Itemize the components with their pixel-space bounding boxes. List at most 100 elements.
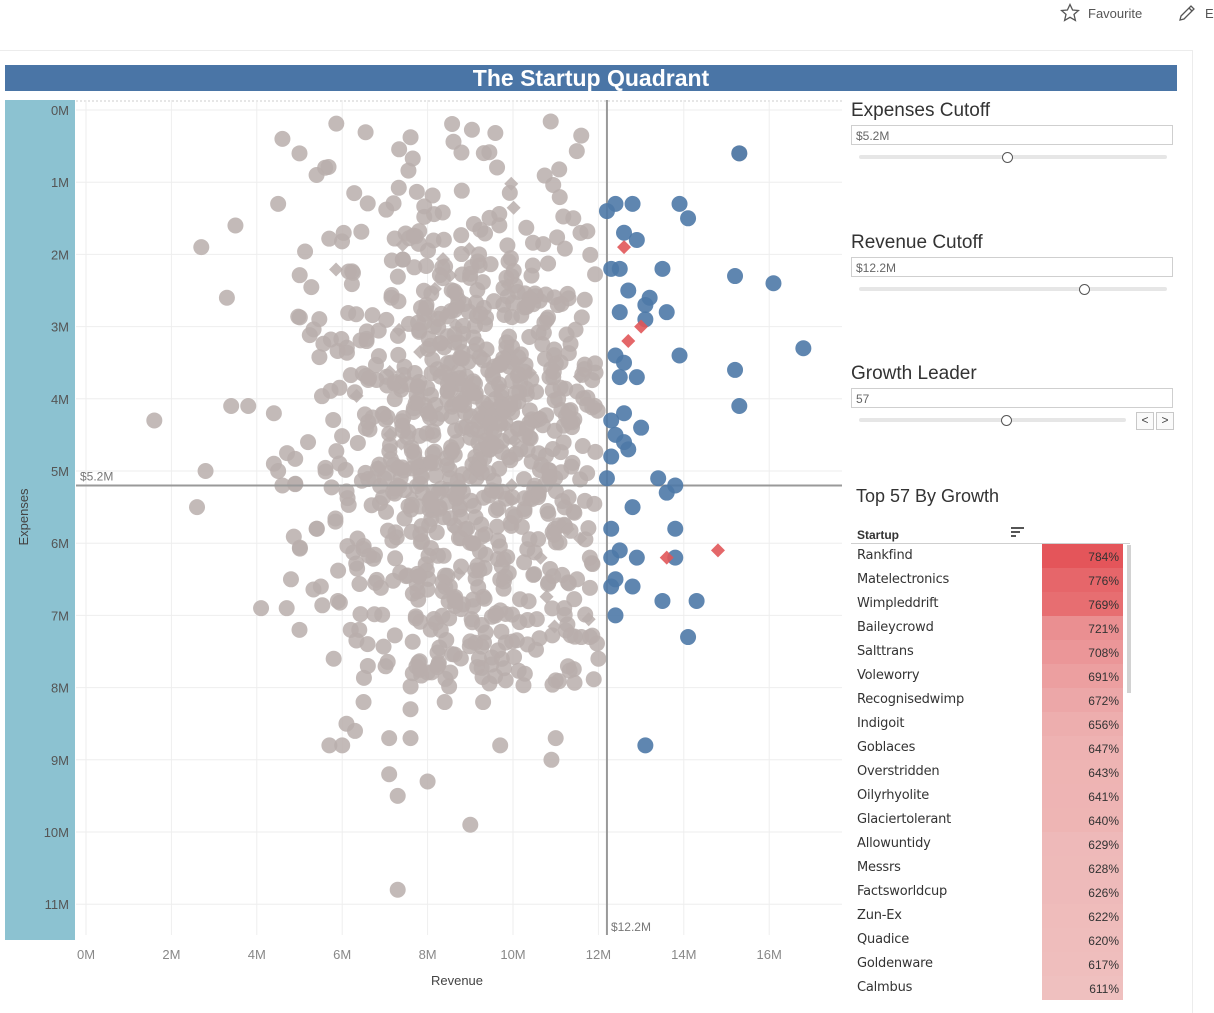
gray-data-point[interactable] — [282, 571, 299, 588]
gray-data-point[interactable] — [481, 675, 498, 692]
gray-data-point[interactable] — [361, 369, 378, 386]
gray-data-point[interactable] — [315, 335, 332, 352]
gray-data-point[interactable] — [312, 578, 329, 595]
gray-data-point[interactable] — [580, 520, 597, 537]
gray-data-point[interactable] — [424, 187, 441, 204]
gray-data-point[interactable] — [291, 145, 308, 162]
gray-data-point[interactable] — [451, 334, 468, 351]
gray-data-point[interactable] — [492, 602, 509, 619]
gray-data-point[interactable] — [421, 517, 438, 534]
blue-data-point[interactable] — [765, 275, 782, 292]
blue-data-point[interactable] — [598, 203, 615, 220]
gray-data-point[interactable] — [331, 379, 348, 396]
gray-data-point[interactable] — [436, 339, 453, 356]
gray-data-point[interactable] — [493, 558, 510, 575]
gray-data-point[interactable] — [579, 396, 596, 413]
gray-data-point[interactable] — [516, 503, 533, 520]
gray-data-point[interactable] — [402, 501, 419, 518]
gray-data-point[interactable] — [560, 290, 577, 307]
gray-data-point[interactable] — [469, 557, 486, 574]
gray-data-point[interactable] — [540, 574, 557, 591]
gray-data-point[interactable] — [453, 182, 470, 199]
gray-data-point[interactable] — [395, 409, 412, 426]
gray-data-point[interactable] — [519, 611, 536, 628]
gray-data-point[interactable] — [574, 437, 591, 454]
gray-data-point[interactable] — [340, 496, 357, 513]
table-row[interactable]: Quadice 620% — [851, 928, 1131, 952]
gray-data-point[interactable] — [427, 467, 444, 484]
red-data-point[interactable] — [659, 550, 674, 565]
gray-data-point[interactable] — [386, 627, 403, 644]
gray-data-point[interactable] — [223, 398, 240, 415]
gray-data-point[interactable] — [545, 363, 562, 380]
gray-data-point[interactable] — [371, 460, 386, 475]
gray-data-point[interactable] — [334, 737, 351, 754]
gray-data-point[interactable] — [508, 632, 525, 649]
gray-data-point[interactable] — [509, 420, 526, 437]
gray-data-point[interactable] — [489, 159, 506, 176]
gray-data-point[interactable] — [387, 550, 404, 567]
table-row[interactable]: Glaciertolerant 640% — [851, 808, 1131, 832]
gray-data-point[interactable] — [389, 268, 406, 285]
gray-data-point[interactable] — [502, 452, 519, 469]
gray-data-point[interactable] — [436, 694, 453, 711]
table-row[interactable]: Goldenware 617% — [851, 952, 1131, 976]
gray-data-point[interactable] — [470, 650, 487, 667]
gray-data-point[interactable] — [278, 600, 295, 617]
gray-data-point[interactable] — [406, 259, 423, 276]
table-row[interactable]: Factsworldcup 626% — [851, 880, 1131, 904]
gray-data-point[interactable] — [569, 571, 586, 588]
gray-data-point[interactable] — [552, 379, 569, 396]
gray-data-point[interactable] — [551, 161, 568, 178]
blue-data-point[interactable] — [633, 419, 650, 436]
gray-data-point[interactable] — [573, 531, 588, 546]
gray-data-point[interactable] — [452, 508, 469, 525]
gray-data-point[interactable] — [469, 282, 486, 299]
gray-data-point[interactable] — [463, 611, 480, 628]
gray-data-point[interactable] — [359, 657, 376, 674]
gray-data-point[interactable] — [331, 455, 348, 472]
gray-data-point[interactable] — [303, 279, 320, 296]
gray-data-point[interactable] — [439, 391, 456, 408]
gray-data-point[interactable] — [335, 224, 352, 241]
gray-data-point[interactable] — [556, 240, 573, 257]
gray-data-point[interactable] — [404, 585, 421, 602]
gray-data-point[interactable] — [297, 243, 314, 260]
table-row[interactable]: Voleworry 691% — [851, 664, 1131, 688]
gray-data-point[interactable] — [544, 600, 561, 617]
red-data-point[interactable] — [634, 319, 649, 334]
gray-data-point[interactable] — [408, 183, 425, 200]
gray-data-point[interactable] — [311, 349, 328, 366]
table-row[interactable]: Calmbus 611% — [851, 976, 1131, 1000]
gray-data-point[interactable] — [470, 459, 485, 474]
gray-data-point[interactable] — [364, 409, 381, 426]
gray-data-point[interactable] — [461, 269, 478, 286]
blue-data-point[interactable] — [795, 340, 812, 357]
gray-data-point[interactable] — [537, 350, 554, 367]
table-row[interactable]: Overstridden 643% — [851, 760, 1131, 784]
gray-data-point[interactable] — [475, 352, 492, 369]
gray-data-point[interactable] — [434, 583, 451, 600]
gray-data-point[interactable] — [453, 246, 470, 263]
gray-data-point[interactable] — [396, 358, 413, 375]
gray-data-point[interactable] — [308, 520, 325, 537]
gray-data-point[interactable] — [506, 200, 521, 215]
gray-data-point[interactable] — [503, 268, 520, 285]
blue-data-point[interactable] — [650, 470, 667, 487]
gray-data-point[interactable] — [434, 270, 451, 287]
gray-data-point[interactable] — [347, 722, 364, 739]
blue-data-point[interactable] — [616, 354, 633, 371]
gray-data-point[interactable] — [519, 541, 536, 558]
gray-data-point[interactable] — [343, 276, 360, 293]
gray-data-point[interactable] — [431, 639, 448, 656]
gray-data-point[interactable] — [587, 443, 604, 460]
gray-data-point[interactable] — [540, 505, 557, 522]
gray-data-point[interactable] — [562, 522, 579, 539]
gray-data-point[interactable] — [442, 664, 459, 681]
gray-data-point[interactable] — [522, 365, 537, 380]
blue-data-point[interactable] — [628, 549, 645, 566]
gray-data-point[interactable] — [357, 464, 374, 481]
table-row[interactable]: Wimpleddrift 769% — [851, 592, 1131, 616]
gray-data-point[interactable] — [421, 492, 438, 509]
gray-data-point[interactable] — [197, 463, 214, 479]
